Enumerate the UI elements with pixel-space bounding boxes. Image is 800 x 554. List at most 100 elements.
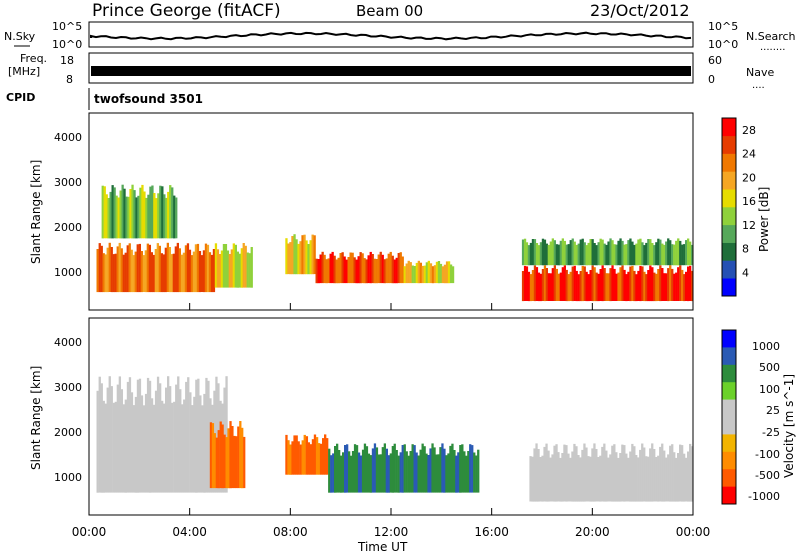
power-colorbar-step bbox=[722, 118, 736, 137]
power-cell bbox=[108, 242, 111, 292]
power-cell bbox=[214, 243, 218, 288]
x-tick-label: 04:00 bbox=[172, 525, 207, 539]
power-cell bbox=[537, 245, 541, 266]
power-cell bbox=[118, 242, 121, 293]
velocity-cell bbox=[581, 449, 584, 502]
power-cell bbox=[613, 268, 616, 301]
velocity-cell bbox=[156, 376, 160, 493]
velocity-cell bbox=[130, 392, 134, 493]
power-cell bbox=[311, 234, 314, 275]
power-cell bbox=[104, 254, 107, 293]
velocity-cell bbox=[585, 447, 588, 502]
power-cell bbox=[525, 242, 529, 266]
velocity-cell bbox=[336, 443, 339, 493]
power-cell bbox=[559, 272, 562, 301]
velocity-cell bbox=[543, 446, 546, 502]
power-cell bbox=[567, 244, 570, 266]
power-cell bbox=[353, 257, 356, 284]
power-cell bbox=[553, 265, 556, 301]
velocity-cell bbox=[477, 449, 480, 493]
velocity-colorbar-step bbox=[722, 451, 736, 470]
velocity-cell bbox=[340, 455, 343, 493]
power-cell bbox=[389, 251, 392, 284]
power-cell bbox=[589, 239, 592, 266]
velocity-colorbar-step bbox=[722, 417, 736, 435]
power-heatmap-cells bbox=[96, 184, 694, 302]
power-cell bbox=[445, 261, 449, 284]
nave-tick-low: 0 bbox=[708, 73, 715, 86]
power-cell bbox=[96, 249, 99, 293]
vel-cbar-tick-1000: 1000 bbox=[752, 340, 780, 353]
power-cell bbox=[547, 273, 550, 301]
velocity-cell bbox=[353, 444, 357, 493]
power-cell bbox=[609, 238, 612, 266]
power-cell bbox=[299, 241, 302, 275]
power-cell bbox=[401, 256, 404, 284]
power-cell bbox=[657, 269, 660, 301]
velocity-cell bbox=[118, 376, 122, 493]
power-cell bbox=[180, 254, 184, 293]
power-cell bbox=[319, 254, 322, 284]
power-cell bbox=[371, 254, 374, 284]
velocity-cell bbox=[207, 380, 210, 493]
power-cell bbox=[307, 244, 310, 275]
velocity-cell bbox=[605, 450, 608, 502]
power-cell bbox=[131, 184, 134, 239]
x-tick-label: 00:00 bbox=[676, 525, 711, 539]
power-cell bbox=[293, 234, 296, 275]
velocity-cell bbox=[116, 384, 120, 493]
velocity-cell bbox=[148, 380, 152, 493]
velocity-colorbar-step bbox=[722, 486, 736, 505]
power-cell bbox=[165, 197, 168, 239]
velocity-cell bbox=[453, 450, 456, 493]
power-cell bbox=[365, 259, 368, 284]
power-cell bbox=[200, 255, 204, 292]
power-cell bbox=[571, 238, 574, 266]
power-cell bbox=[669, 240, 672, 266]
power-cell bbox=[525, 266, 529, 301]
velocity-cell bbox=[557, 452, 560, 502]
power-cell bbox=[194, 244, 198, 293]
velocity-colorbar-frame bbox=[721, 329, 737, 505]
velocity-cell bbox=[641, 443, 644, 502]
velocity-cell bbox=[349, 455, 353, 493]
power-cell bbox=[531, 270, 535, 301]
power-cell bbox=[645, 242, 648, 266]
power-cell bbox=[154, 249, 157, 293]
power-cell bbox=[603, 268, 606, 301]
velocity-cell bbox=[215, 437, 218, 489]
power-cell bbox=[641, 242, 644, 266]
vel-cbar-tick-m500: -500 bbox=[755, 469, 780, 482]
power-cell bbox=[228, 254, 231, 288]
power-cell bbox=[565, 244, 568, 266]
velocity-cell bbox=[683, 453, 686, 502]
power-cell bbox=[114, 253, 117, 293]
power-cell bbox=[395, 257, 398, 284]
power-cell bbox=[415, 262, 419, 284]
power-cell bbox=[569, 240, 572, 266]
power-cell bbox=[689, 241, 692, 266]
power-colorbar-frame bbox=[721, 117, 737, 297]
power-cell bbox=[543, 239, 547, 266]
velocity-cell bbox=[146, 377, 150, 493]
velocity-cell bbox=[348, 451, 351, 493]
power-ytick-1000: 1000 bbox=[54, 266, 82, 279]
velocity-cell bbox=[203, 393, 206, 493]
velocity-cell bbox=[393, 443, 396, 493]
velocity-cell bbox=[637, 457, 640, 502]
velocity-cell bbox=[334, 446, 337, 493]
power-cell bbox=[210, 254, 214, 293]
velocity-cell bbox=[126, 381, 130, 493]
velocity-cell bbox=[363, 443, 367, 493]
power-cell bbox=[305, 240, 308, 275]
velocity-cell bbox=[423, 446, 426, 493]
vel-cbar-tick-m100: -100 bbox=[755, 448, 780, 461]
velocity-cell bbox=[461, 444, 464, 493]
freq-unit-label: [MHz] bbox=[8, 65, 40, 78]
velocity-cell bbox=[223, 434, 226, 489]
power-cell bbox=[597, 273, 600, 302]
power-cell bbox=[158, 245, 161, 293]
power-colorbar-tick: 12 bbox=[742, 219, 756, 232]
velocity-cell bbox=[405, 451, 408, 493]
power-cell bbox=[611, 265, 614, 301]
